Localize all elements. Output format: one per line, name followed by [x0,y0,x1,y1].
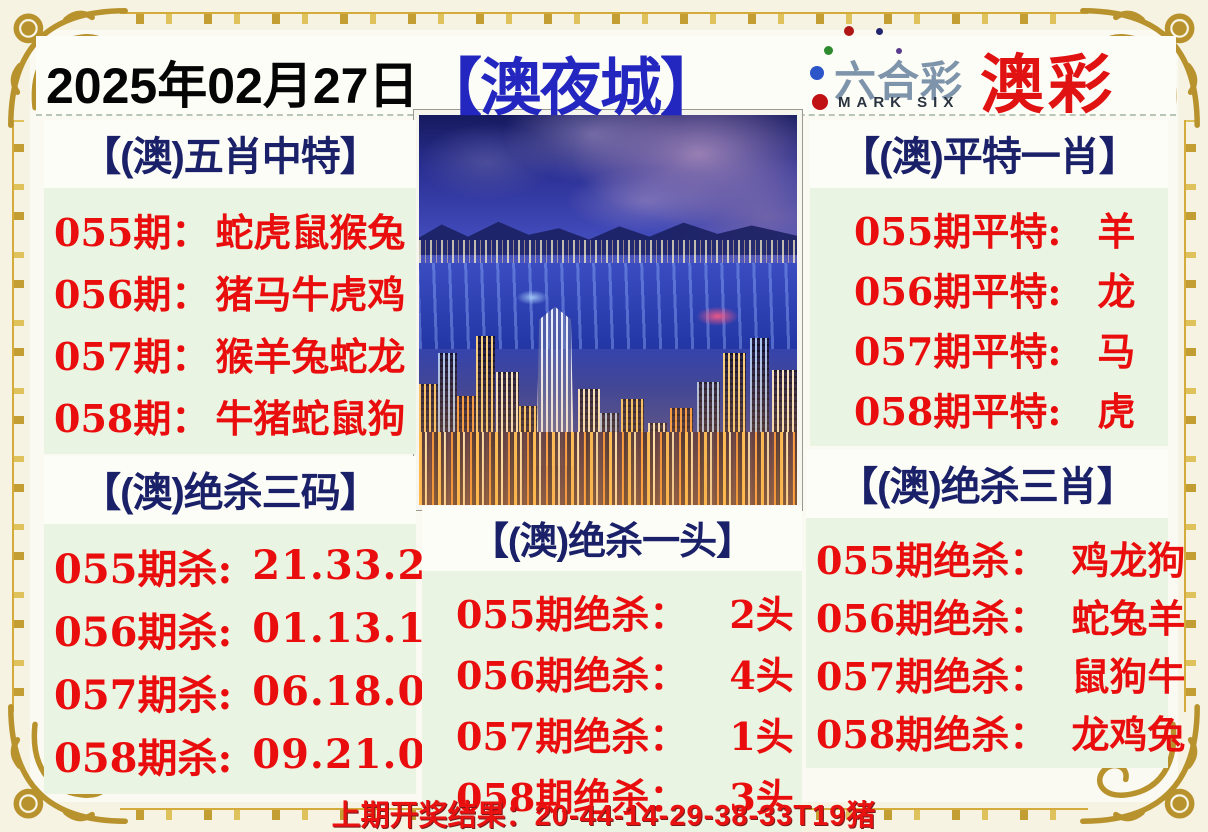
tip-row: 056期平特: 龙 [854,268,1136,314]
tip-row: 057期绝杀： 鼠狗牛 [816,653,1186,699]
panel-body: 055期绝杀： 鸡龙狗 056期绝杀： 蛇兔羊 057期绝杀： 鼠狗牛 058期绝杀：… [806,518,1186,768]
tip-row: 058期平特: 虎 [854,388,1136,434]
tip-row: 056期杀: 01.13.15 [54,605,456,656]
tip-row: 056期： 猪马牛虎鸡 [54,271,406,317]
issue-date: 2025年02月27日 [46,58,419,114]
mark-six-logo: 六合彩 MARK SIX [800,26,980,116]
result-label: 上期开奖结果： [331,800,535,832]
logo-dot-icon [844,26,854,36]
logo-dot-icon [876,28,883,35]
panel-body: 055期绝杀： 2头 056期绝杀： 4头 057期绝杀： 1头 058期绝杀： 3头 [422,571,802,832]
tip-row: 056期绝杀： 蛇兔羊 [816,595,1186,641]
tip-row: 058期： 牛猪蛇鼠狗 [54,395,406,441]
logo-subtitle: MARK SIX [838,94,960,111]
tip-row: 057期绝杀： 1头 [456,714,794,759]
photo-light-glow [419,349,797,505]
tip-row: 055期绝杀： 2头 [456,592,794,637]
tip-row: 058期绝杀： 龙鸡兔 [816,711,1186,757]
panel-header: 【(澳)平特一肖】 [810,120,1168,188]
panel-body: 055期杀: 21.33.26 056期杀: 01.13.15 057期杀: 06.1… [44,524,456,794]
tip-row: 055期绝杀： 鸡龙狗 [816,537,1186,583]
photo-city-skyline [419,263,797,505]
panel-header: 【(澳)绝杀一头】 [422,506,802,571]
logo-name: 六合彩 [834,58,964,105]
panel-body: 055期平特: 羊 056期平特: 龙 057期平特: 马 058期平特: 虎 [810,188,1168,446]
tip-row: 055期杀: 21.33.26 [54,542,456,593]
tip-row: 057期： 猴羊兔蛇龙 [54,333,406,379]
logo-dot-icon [824,46,833,55]
frame-edge-top [120,12,1088,24]
tip-row: 058期绝杀： 3头 [456,775,794,820]
panel-header: 【(澳)绝杀三码】 [44,456,416,524]
tip-row: 058期杀: 09.21.02 [54,731,456,782]
page-title: 【澳夜城】 [420,54,722,123]
panel-pingte-yixiao: 【(澳)平特一肖】 055期平特: 羊 056期平特: 龙 057期平特: 马 058… [810,120,1168,446]
frame-edge-right [1184,120,1196,712]
panel-juesha-sanma: 【(澳)绝杀三码】 055期杀: 21.33.26 056期杀: 01.13.15 … [44,456,456,794]
panel-juesha-sanxiao: 【(澳)绝杀三肖】 055期绝杀： 鸡龙狗 056期绝杀： 蛇兔羊 057期绝杀：鼠… [806,450,1186,768]
panel-header: 【(澳)绝杀三肖】 [806,450,1168,518]
frame-edge-left [12,120,24,712]
tip-row: 055期： 蛇虎鼠猴兔 [54,209,406,255]
harbour-night-photo [413,109,803,511]
tip-row: 055期平特: 羊 [854,208,1136,254]
logo-dot-icon [812,94,828,110]
photo-harbour-water [419,263,797,349]
panel-juesha-yitou: 【(澳)绝杀一头】 055期绝杀： 2头 056期绝杀： 4头 057期绝杀： 1头 … [422,506,802,832]
result-numbers: 20-44-14-29-38-33T19猪 [534,800,877,832]
tip-row: 056期绝杀： 4头 [456,653,794,698]
tip-row: 057期杀: 06.18.08 [54,668,456,719]
panel-body: 055期： 蛇虎鼠猴兔 056期： 猪马牛虎鸡 057期： 猴羊兔蛇龙 058期： 牛猪… [44,188,416,454]
panel-header: 【(澳)五肖中特】 [44,120,416,188]
photo-dense-lights [419,432,797,505]
panel-wuxiao-zhongte: 【(澳)五肖中特】 055期： 蛇虎鼠猴兔 056期： 猪马牛虎鸡 057期： 猴羊兔… [44,120,416,454]
logo-dot-icon [896,48,902,54]
logo-dot-icon [810,66,824,80]
brand-name: 澳彩 [980,48,1116,123]
last-draw-result: 上期开奖结果：20-44-14-29-38-33T19猪 [0,792,1208,832]
tip-row: 057期平特: 马 [854,328,1136,374]
frame-corner-ornament [1080,704,1200,824]
